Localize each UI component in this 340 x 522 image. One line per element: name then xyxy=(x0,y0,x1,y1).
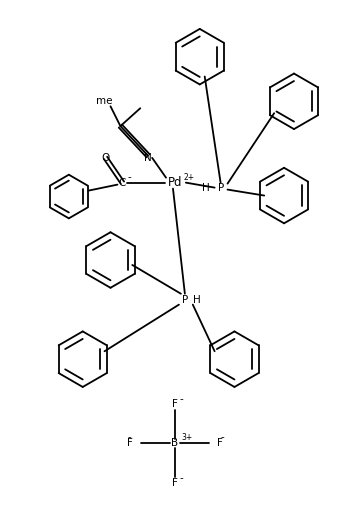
Text: H: H xyxy=(202,183,210,193)
Text: Pd: Pd xyxy=(168,176,183,189)
Text: 3+: 3+ xyxy=(182,433,193,442)
Text: -: - xyxy=(179,394,183,404)
Text: H: H xyxy=(193,295,201,305)
Text: P: P xyxy=(218,183,224,193)
Text: F: F xyxy=(172,478,178,488)
Text: F: F xyxy=(128,438,133,448)
Text: F: F xyxy=(217,438,222,448)
Text: 2+: 2+ xyxy=(184,173,195,182)
Text: C: C xyxy=(119,177,126,187)
Text: -: - xyxy=(179,473,183,483)
Text: F: F xyxy=(172,399,178,409)
Text: N: N xyxy=(144,153,152,163)
Text: O: O xyxy=(101,153,110,163)
Text: -: - xyxy=(128,172,131,182)
Text: P: P xyxy=(182,295,188,305)
Text: -: - xyxy=(221,433,224,443)
Text: B: B xyxy=(171,438,179,448)
Text: me: me xyxy=(96,97,113,106)
Text: -: - xyxy=(128,433,131,443)
